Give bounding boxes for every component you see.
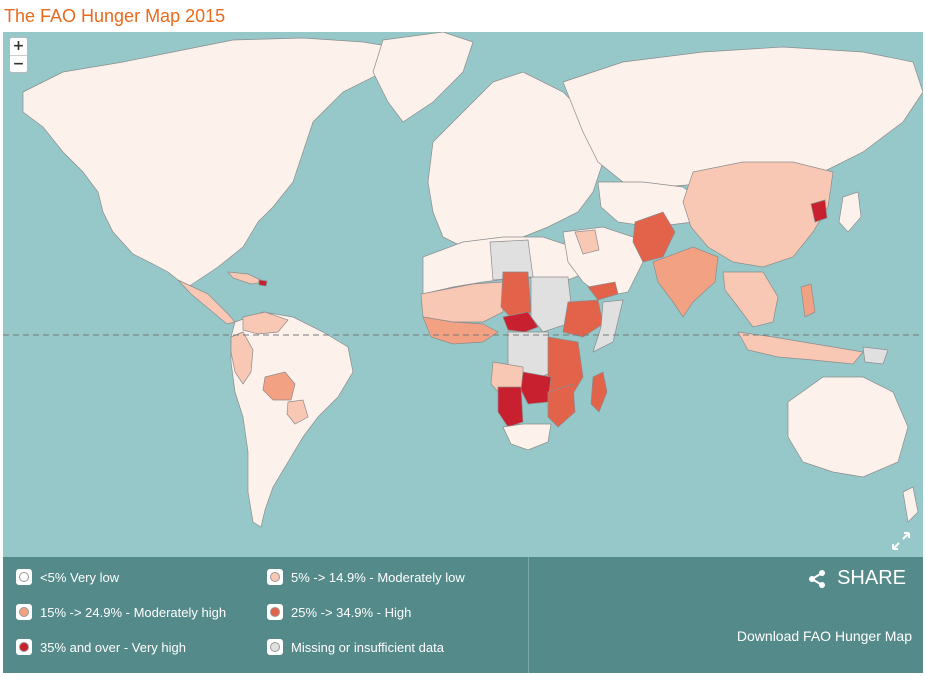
world-map[interactable]: + −	[3, 32, 923, 557]
legend-item-moderately-high: 15% -> 24.9% - Moderately high	[16, 604, 226, 620]
zoom-out-button[interactable]: −	[10, 55, 27, 72]
legend-label: 35% and over - Very high	[40, 639, 186, 655]
region-iraq[interactable]	[574, 229, 600, 255]
region-papua[interactable]	[862, 346, 889, 365]
legend-panel: <5% Very low 5% -> 14.9% - Moderately lo…	[3, 557, 923, 673]
region-madagascar[interactable]	[590, 371, 608, 413]
legend-label: 15% -> 24.9% - Moderately high	[40, 604, 227, 620]
zoom-control: + −	[9, 37, 28, 73]
legend-swatch-moderately-high	[16, 604, 32, 620]
region-north-korea[interactable]	[810, 199, 828, 223]
expand-icon	[892, 532, 910, 550]
legend-swatch-moderately-low	[267, 569, 283, 585]
legend-label: <5% Very low	[40, 569, 120, 585]
region-sudan-missing[interactable]	[530, 276, 574, 333]
region-central-america[interactable]	[177, 279, 236, 325]
region-australia[interactable]	[787, 376, 909, 478]
fullscreen-button[interactable]	[891, 531, 911, 551]
region-haiti[interactable]	[258, 279, 268, 287]
legend-swatch-high	[267, 604, 283, 620]
legend-label: 25% -> 34.9% - High	[291, 604, 412, 620]
legend-swatch-missing	[267, 639, 283, 655]
legend-item-very-high: 35% and over - Very high	[16, 639, 186, 655]
region-car[interactable]	[502, 311, 539, 333]
zoom-in-button[interactable]: +	[12, 38, 25, 54]
region-philippines[interactable]	[800, 283, 816, 318]
region-ethiopia[interactable]	[562, 299, 604, 338]
region-japan[interactable]	[838, 191, 862, 233]
region-europe[interactable]	[427, 71, 604, 248]
page-title: The FAO Hunger Map 2015	[4, 6, 226, 26]
region-north-america[interactable]	[22, 37, 425, 288]
legend-divider	[528, 557, 529, 673]
map-canvas[interactable]	[3, 32, 923, 557]
legend-swatch-very-low	[16, 569, 32, 585]
region-new-zealand[interactable]	[902, 486, 919, 523]
region-india[interactable]	[652, 246, 719, 318]
share-label: SHARE	[837, 567, 906, 589]
region-zambia[interactable]	[520, 371, 552, 405]
legend-item-high: 25% -> 34.9% - High	[267, 604, 411, 620]
region-indonesia[interactable]	[737, 331, 864, 365]
legend-swatch-very-high	[16, 639, 32, 655]
region-greenland[interactable]	[372, 32, 474, 123]
region-somalia[interactable]	[592, 299, 624, 353]
legend-item-missing: Missing or insufficient data	[267, 639, 444, 655]
legend-label: 5% -> 14.9% - Moderately low	[291, 569, 465, 585]
region-russia[interactable]	[562, 46, 923, 188]
share-button[interactable]: SHARE	[807, 567, 906, 590]
download-link[interactable]: Download FAO Hunger Map	[736, 628, 912, 644]
share-icon	[809, 569, 826, 588]
legend-item-moderately-low: 5% -> 14.9% - Moderately low	[267, 569, 465, 585]
region-yemen[interactable]	[587, 281, 619, 301]
region-southeast-asia[interactable]	[722, 271, 779, 328]
region-southern-africa[interactable]	[502, 423, 552, 451]
legend-label: Missing or insufficient data	[291, 639, 444, 655]
region-venezuela[interactable]	[242, 311, 289, 335]
region-afghanistan-pakistan[interactable]	[632, 211, 676, 263]
region-namibia[interactable]	[497, 386, 524, 428]
region-china[interactable]	[682, 161, 834, 268]
region-west-africa[interactable]	[422, 316, 499, 345]
region-caribbean[interactable]	[227, 271, 267, 285]
region-mozambique[interactable]	[547, 383, 576, 428]
legend-item-very-low: <5% Very low	[16, 569, 119, 585]
region-bolivia[interactable]	[262, 371, 296, 401]
region-paraguay[interactable]	[286, 399, 309, 425]
